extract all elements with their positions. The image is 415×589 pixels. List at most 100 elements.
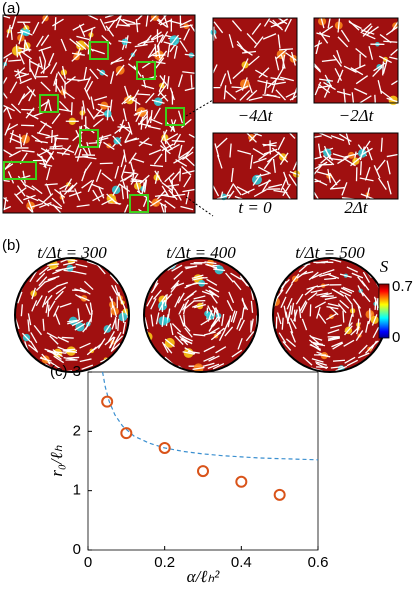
director <box>341 182 348 196</box>
director <box>383 352 387 364</box>
x-tick-label: 0 <box>84 554 92 571</box>
director <box>30 332 38 344</box>
y-tick-label: 3 <box>73 363 81 380</box>
y-tick-label: 0 <box>73 541 81 558</box>
director <box>130 178 144 182</box>
director <box>56 281 69 287</box>
director <box>52 137 58 150</box>
director <box>262 33 277 40</box>
director <box>174 335 184 346</box>
director <box>225 272 234 283</box>
director <box>231 349 243 358</box>
director <box>238 319 245 332</box>
director <box>292 156 300 171</box>
director <box>61 147 75 154</box>
defect <box>22 260 29 267</box>
director <box>156 45 161 59</box>
director <box>81 364 94 370</box>
director <box>232 280 242 291</box>
panel-label: (b) <box>2 237 20 254</box>
director <box>213 21 224 34</box>
data-point <box>158 441 171 454</box>
director <box>63 90 75 100</box>
director <box>173 270 184 280</box>
frame <box>212 132 298 200</box>
director <box>134 98 137 112</box>
director <box>20 304 23 317</box>
director <box>206 278 218 286</box>
director <box>365 320 369 333</box>
director <box>111 284 119 296</box>
director <box>52 349 63 358</box>
director <box>275 15 288 25</box>
director <box>316 32 331 38</box>
director <box>389 56 404 62</box>
director <box>74 288 87 293</box>
director <box>282 183 291 197</box>
director <box>273 263 280 274</box>
director <box>149 110 153 124</box>
director <box>364 166 371 181</box>
director <box>205 263 218 270</box>
director <box>189 24 195 33</box>
director <box>314 301 326 309</box>
director <box>270 21 285 28</box>
director <box>121 310 125 323</box>
director <box>318 132 333 139</box>
director <box>150 31 162 40</box>
director <box>76 35 90 41</box>
director <box>74 188 81 201</box>
director <box>45 167 51 181</box>
director <box>229 143 232 158</box>
director <box>35 295 43 307</box>
director <box>174 296 181 308</box>
frame-label: −4Δt <box>238 106 274 125</box>
director <box>155 190 166 201</box>
director <box>251 349 258 360</box>
director <box>15 332 19 345</box>
director <box>76 148 82 162</box>
director <box>9 129 14 143</box>
director <box>86 260 99 266</box>
director <box>61 336 74 339</box>
director <box>164 294 168 307</box>
director <box>257 166 271 175</box>
director <box>223 319 231 331</box>
director <box>69 38 81 48</box>
director <box>83 87 91 100</box>
director <box>40 120 52 129</box>
director <box>126 185 129 199</box>
director <box>46 150 55 163</box>
director <box>310 289 323 294</box>
director <box>53 81 62 94</box>
director <box>68 191 82 197</box>
director <box>316 171 331 177</box>
director <box>332 54 342 67</box>
background <box>213 133 297 199</box>
director <box>58 108 72 112</box>
director <box>145 15 149 27</box>
director <box>248 130 262 137</box>
director <box>25 195 39 202</box>
director <box>223 85 227 100</box>
director <box>40 34 50 46</box>
director <box>182 71 195 74</box>
director <box>352 298 362 309</box>
director <box>53 350 66 354</box>
zoom-box <box>165 107 185 126</box>
frame <box>313 17 399 104</box>
director <box>75 263 88 268</box>
director <box>361 140 371 153</box>
director <box>33 324 43 336</box>
director <box>324 277 337 281</box>
director <box>61 65 66 79</box>
director <box>232 183 242 196</box>
director <box>306 285 319 290</box>
director <box>177 74 183 88</box>
director <box>214 143 220 158</box>
director <box>114 285 120 297</box>
director <box>326 306 339 310</box>
director <box>83 280 94 291</box>
director <box>57 71 66 83</box>
director <box>203 345 215 353</box>
